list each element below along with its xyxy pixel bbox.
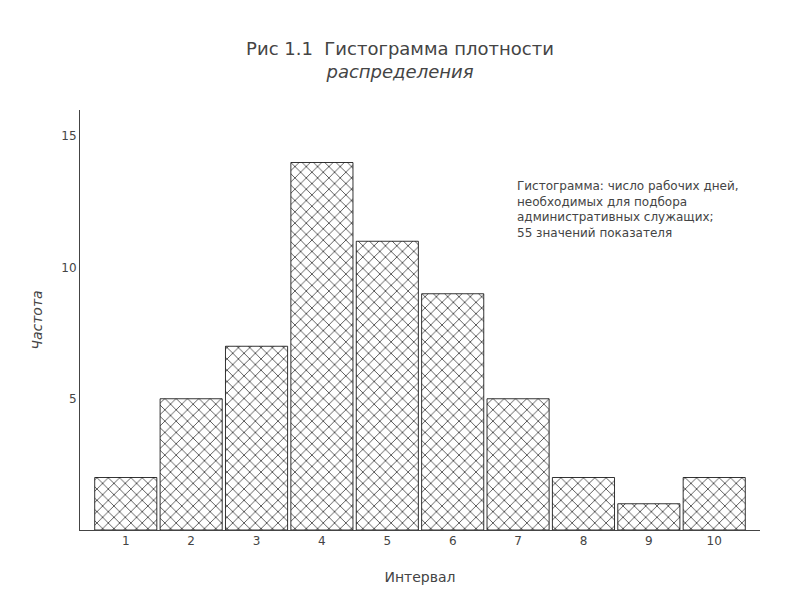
- svg-text:5: 5: [69, 392, 77, 406]
- svg-text:1: 1: [122, 534, 130, 548]
- svg-text:5: 5: [383, 534, 391, 548]
- svg-text:9: 9: [645, 534, 653, 548]
- svg-text:15: 15: [61, 129, 76, 143]
- svg-text:Частота: Частота: [29, 290, 45, 349]
- svg-text:3: 3: [253, 534, 261, 548]
- svg-text:2: 2: [187, 534, 195, 548]
- svg-text:8: 8: [580, 534, 588, 548]
- svg-text:Рис 1.1 Гистограмма плотности: Рис 1.1 Гистограмма плотностираспределен…: [246, 38, 554, 82]
- svg-text:10: 10: [61, 261, 76, 275]
- svg-text:Интервал: Интервал: [384, 569, 455, 585]
- svg-text:4: 4: [318, 534, 326, 548]
- svg-text:10: 10: [707, 534, 722, 548]
- svg-text:7: 7: [514, 534, 522, 548]
- svg-text:6: 6: [449, 534, 457, 548]
- svg-text:Гистограмма: число рабочих дне: Гистограмма: число рабочих дней,необходи…: [517, 179, 739, 240]
